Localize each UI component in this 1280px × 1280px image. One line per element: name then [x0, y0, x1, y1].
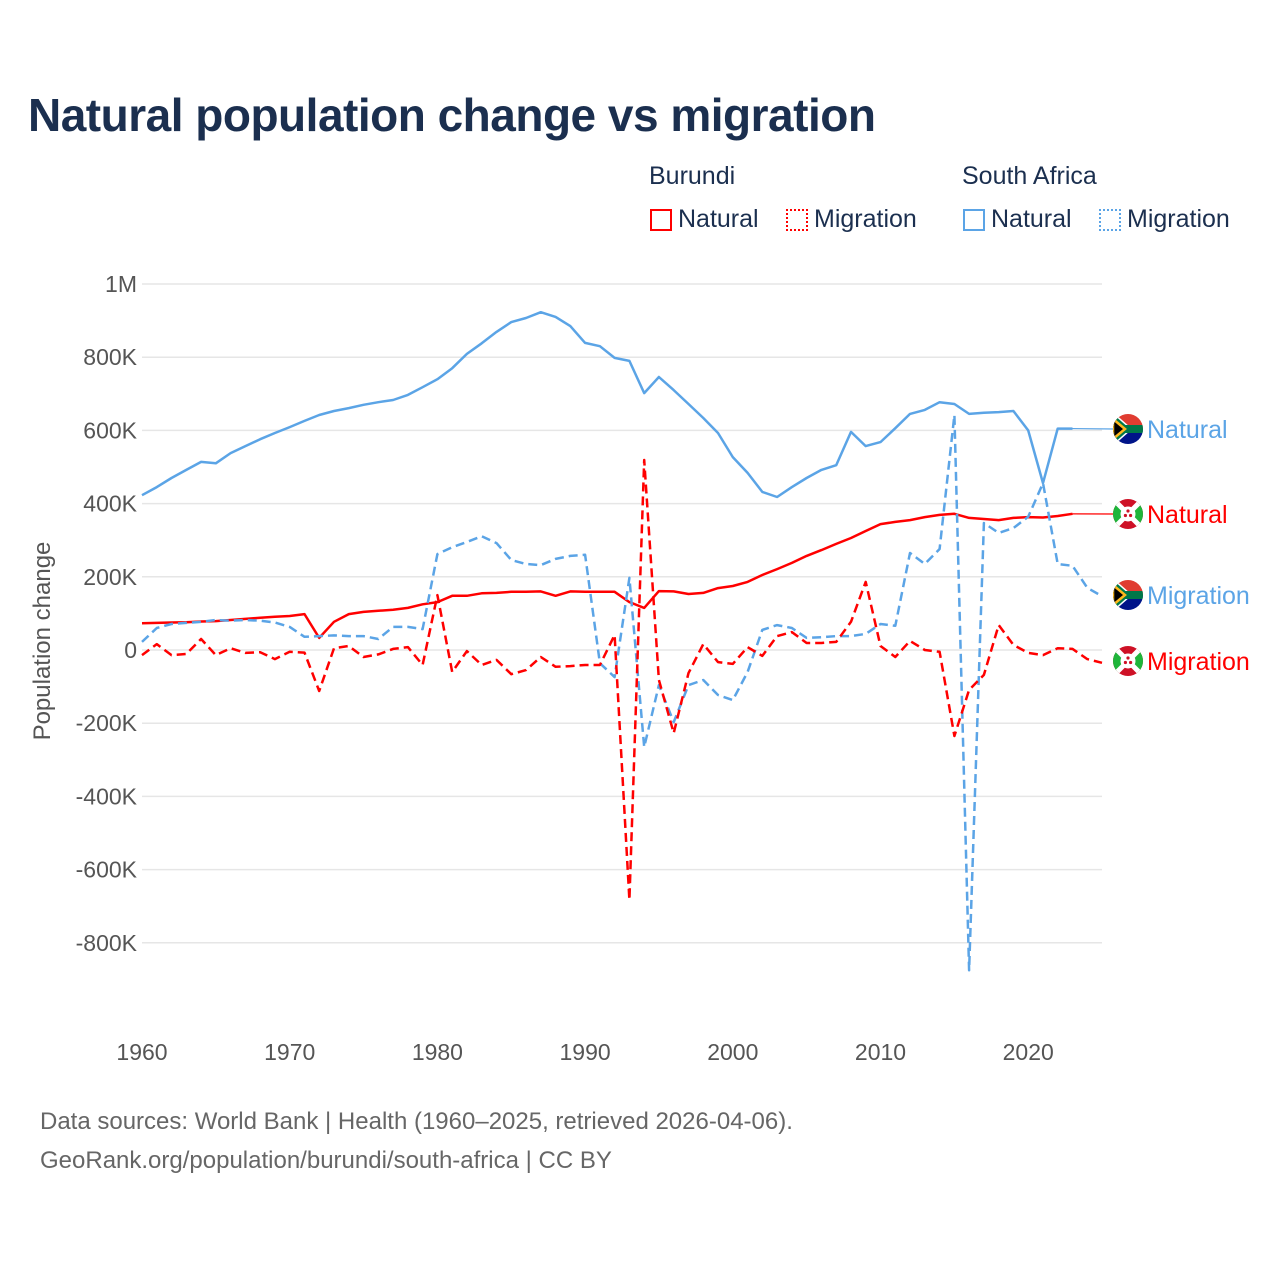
legend-swatch-solid-red — [650, 208, 672, 231]
footer-attribution[interactable]: GeoRank.org/population/burundi/south-afr… — [40, 1147, 612, 1174]
x-tick-label: 2020 — [1003, 1039, 1054, 1065]
end-label: Natural — [1147, 501, 1228, 529]
y-tick-label: 1M — [105, 271, 137, 297]
series-lines — [141, 310, 1115, 972]
legend-burundi-natural[interactable]: Natural — [650, 205, 759, 234]
x-tick-label: 1960 — [116, 1039, 167, 1065]
y-tick-labels: 1M 800K 600K 400K 200K 0 -200K -400K -600K -800K — [76, 271, 138, 956]
y-tick-label: -400K — [76, 783, 138, 809]
end-labels: Natural Natural Migration Migration — [1113, 414, 1250, 676]
y-tick-label: 600K — [83, 417, 137, 443]
y-tick-label: -600K — [76, 857, 138, 883]
x-tick-label: 1990 — [560, 1039, 611, 1065]
legend-label: Natural — [678, 205, 759, 233]
y-tick-label: 0 — [124, 637, 137, 663]
x-tick-label: 1970 — [264, 1039, 315, 1065]
end-label: Migration — [1147, 648, 1250, 676]
legend-burundi-migration[interactable]: Migration — [786, 205, 917, 234]
end-label: Natural — [1147, 416, 1228, 444]
series-line-burundi-natural[interactable] — [141, 512, 1073, 640]
series-line-burundi-migration[interactable] — [141, 458, 1103, 902]
legend-south-africa-migration[interactable]: Migration — [1099, 205, 1230, 234]
end-label: Migration — [1147, 582, 1250, 610]
y-tick-label: -200K — [76, 710, 138, 736]
x-tick-label: 1980 — [412, 1039, 463, 1065]
legend-label: Natural — [991, 205, 1072, 233]
legend-label: Migration — [814, 205, 917, 233]
south-africa-flag-icon — [1113, 580, 1143, 610]
y-tick-label: 400K — [83, 491, 137, 517]
legend-group-burundi: Burundi — [649, 162, 736, 190]
series-line-south-africa-migration[interactable] — [141, 413, 1103, 972]
legend-label: Migration — [1127, 205, 1230, 233]
legend-south-africa-natural[interactable]: Natural — [963, 205, 1072, 234]
south-africa-flag-icon — [1113, 414, 1143, 444]
y-tick-label: 200K — [83, 564, 137, 590]
x-tick-label: 2010 — [855, 1039, 906, 1065]
footer-sources: Data sources: World Bank | Health (1960–… — [40, 1108, 793, 1135]
x-tick-labels: 1960 1970 1980 1990 2000 2010 2020 — [116, 1039, 1053, 1065]
chart-title: Natural population change vs migration — [28, 89, 876, 141]
gridlines — [142, 283, 1102, 944]
legend-swatch-dotted-blue — [1099, 208, 1121, 231]
burundi-flag-icon — [1113, 646, 1143, 676]
x-tick-label: 2000 — [707, 1039, 758, 1065]
y-tick-label: 800K — [83, 344, 137, 370]
y-tick-label: -800K — [76, 930, 138, 956]
series-line-south-africa-natural[interactable] — [141, 310, 1073, 499]
legend-group-south-africa: South Africa — [962, 162, 1097, 190]
y-axis-title: Population change — [29, 542, 56, 741]
legend-swatch-dotted-red — [786, 208, 808, 231]
burundi-flag-icon — [1113, 499, 1143, 529]
legend-swatch-solid-blue — [963, 208, 985, 231]
